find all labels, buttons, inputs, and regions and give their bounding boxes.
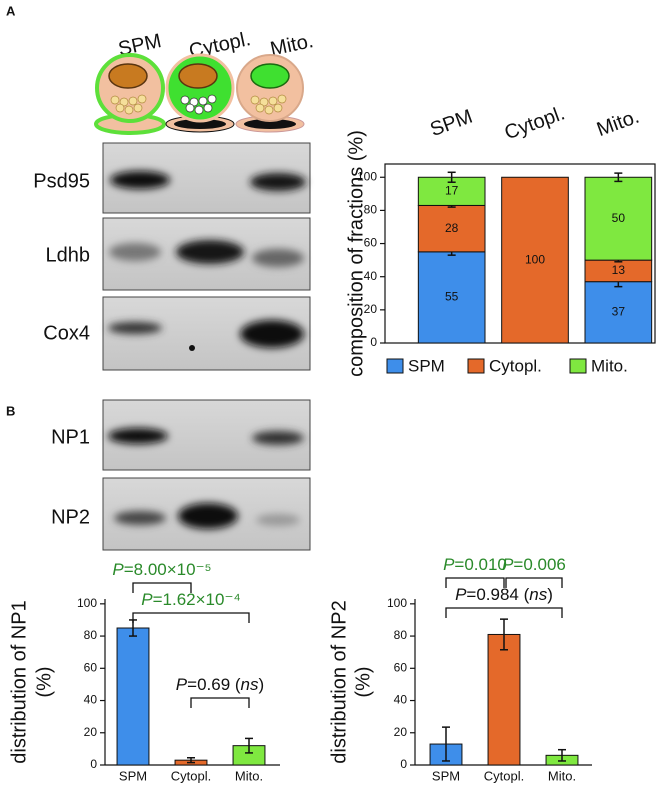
bar	[487, 633, 521, 766]
p-value-part: )	[547, 585, 553, 604]
p-value-part: )	[259, 675, 265, 694]
legend-swatch	[569, 358, 587, 374]
p-value-part: P	[112, 560, 124, 579]
blot-label: NP1	[51, 426, 90, 448]
y-tick-label: 20	[364, 302, 378, 316]
bar-segment	[417, 176, 486, 206]
value-label: 13	[612, 263, 626, 277]
bar-segment	[417, 251, 486, 344]
schematic-mito	[235, 54, 305, 133]
p-value-part: ns	[529, 585, 547, 604]
p-value: P=8.00×10⁻⁵	[112, 560, 211, 579]
y-tick-label: 60	[364, 236, 378, 250]
p-value-part: P	[455, 585, 467, 604]
y-tick-label: 40	[364, 269, 378, 283]
legend-label: SPM	[408, 356, 445, 375]
p-value: P=0.69 (ns)	[176, 675, 264, 694]
p-value-part: =8.00×10⁻⁵	[124, 560, 212, 579]
x-tick-label: Cytopl.	[484, 768, 524, 783]
schematic-spm	[94, 53, 166, 135]
bar-segment	[501, 176, 569, 344]
significance-bracket	[445, 577, 505, 588]
p-value-part: =1.62×10⁻⁴	[153, 590, 241, 609]
value-label: 37	[612, 305, 626, 319]
y-tick-label: 80	[84, 628, 98, 642]
category-label: Cytopl.	[502, 102, 568, 144]
panel-label: B	[6, 403, 15, 418]
significance-bracket	[132, 582, 192, 593]
significance-bracket	[190, 697, 250, 708]
y-tick-label: 100	[387, 596, 407, 610]
schematic-cytopl	[165, 53, 235, 133]
category-label: Mito.	[594, 106, 642, 141]
value-label: 55	[445, 290, 459, 304]
blot-label: Cox4	[43, 322, 90, 344]
y-axis-title: distribution of NP2	[328, 600, 350, 763]
y-tick-label: 20	[84, 725, 98, 739]
x-tick-label: Mito.	[548, 768, 576, 783]
y-tick-label: 100	[357, 169, 377, 183]
value-label: 17	[445, 184, 459, 198]
panel-label: A	[6, 3, 16, 18]
y-tick-label: 60	[84, 660, 98, 674]
y-tick-label: 80	[394, 628, 408, 642]
x-tick-label: Mito.	[235, 768, 263, 783]
value-label: 100	[525, 252, 545, 266]
blot-np1	[102, 399, 311, 471]
y-tick-label: 40	[394, 693, 408, 707]
bar-segment	[584, 281, 653, 344]
blot-psd95	[102, 142, 311, 214]
blot-label: Psd95	[33, 170, 90, 192]
y-tick-label: 100	[77, 596, 97, 610]
legend-swatch	[467, 358, 485, 374]
bar-segment	[417, 204, 486, 253]
x-tick-label: Cytopl.	[171, 768, 211, 783]
y-tick-label: 0	[400, 757, 407, 771]
y-tick-label: 0	[370, 335, 377, 349]
p-value-part: =0.984 (	[466, 585, 529, 604]
p-value-part: =0.69 (	[187, 675, 241, 694]
blot-ldhb	[102, 217, 311, 291]
y-tick-label: 80	[364, 203, 378, 217]
y-axis-title: (%)	[33, 666, 55, 697]
blot-label: Ldhb	[46, 244, 91, 266]
blot-label: NP2	[51, 506, 90, 528]
bar-segment	[584, 176, 653, 261]
y-tick-label: 0	[90, 757, 97, 771]
x-tick-label: SPM	[119, 768, 147, 783]
significance-bracket	[132, 612, 250, 623]
y-tick-label: 20	[394, 725, 408, 739]
y-tick-label: 60	[394, 660, 408, 674]
legend-label: Cytopl.	[489, 356, 542, 375]
blot-cox4	[102, 296, 311, 371]
significance-bracket	[445, 607, 563, 618]
p-value-part: =0.010	[454, 555, 506, 574]
y-axis-title: composition of fractions (%)	[345, 130, 367, 377]
y-axis-title: (%)	[352, 666, 374, 697]
p-value-part: P	[176, 675, 188, 694]
value-label: 28	[445, 221, 459, 235]
p-value: P=1.62×10⁻⁴	[141, 590, 240, 609]
bar	[116, 627, 150, 766]
p-value: P=0.006	[502, 555, 566, 574]
blot-np2	[102, 477, 311, 551]
y-tick-label: 40	[84, 693, 98, 707]
p-value-part: P	[443, 555, 455, 574]
y-axis-title: distribution of NP1	[8, 600, 30, 763]
p-value: P=0.010	[443, 555, 507, 574]
value-label: 50	[612, 211, 626, 225]
legend-label: Mito.	[591, 356, 628, 375]
category-label: SPM	[427, 106, 475, 141]
legend-swatch	[386, 358, 404, 374]
p-value-part: P	[502, 555, 514, 574]
p-value-part: ns	[241, 675, 259, 694]
x-tick-label: SPM	[432, 768, 460, 783]
p-value-part: =0.006	[513, 555, 565, 574]
significance-bracket	[505, 577, 563, 588]
p-value-part: P	[141, 590, 153, 609]
p-value: P=0.984 (ns)	[455, 585, 553, 604]
